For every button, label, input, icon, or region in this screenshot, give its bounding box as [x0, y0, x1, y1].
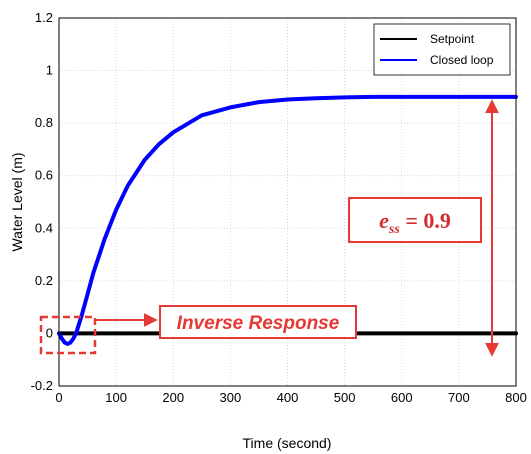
y-tick-label: 0.8: [35, 115, 53, 130]
x-tick-label: 500: [334, 390, 356, 405]
y-tick-label: 1.2: [35, 10, 53, 25]
legend: Setpoint Closed loop: [373, 23, 511, 76]
x-tick-label: 400: [277, 390, 299, 405]
legend-box: [373, 23, 511, 76]
y-tick-label: 0: [46, 325, 53, 340]
x-tick-label: 600: [391, 390, 413, 405]
x-tick-label: 0: [55, 390, 62, 405]
x-axis-label: Time (second): [243, 435, 332, 451]
x-tick-label: 300: [220, 390, 242, 405]
series-line-closed-loop: [57, 94, 518, 346]
y-tick-label: -0.2: [31, 378, 53, 393]
ess-label-rest: = 0.9: [400, 208, 451, 233]
inverse-response-label-box: [159, 305, 357, 339]
y-tick-label: 0.2: [35, 273, 53, 288]
legend-label-closed-loop: Closed loop: [430, 53, 494, 67]
ess-label-sub: ss: [388, 222, 400, 237]
plot-border: [58, 17, 517, 387]
y-tick-label: 1: [46, 63, 53, 78]
ess-label-main: e: [379, 208, 389, 233]
y-tick-label: 0.4: [35, 220, 53, 235]
y-tick-label: 0.6: [35, 168, 53, 183]
x-tick-label: 200: [162, 390, 184, 405]
ess-label-box: [348, 197, 482, 243]
y-axis-label: Water Level (m): [9, 152, 25, 251]
axis-ticks: 0 100 200 300 400 500 600 700 800-0.200.20.40.60…: [31, 10, 527, 405]
inverse-response-label: Inverse Response: [177, 313, 340, 334]
x-tick-label: 800: [505, 390, 527, 405]
x-tick-label: 700: [448, 390, 470, 405]
inverse-response-highlight-box: [39, 315, 97, 355]
x-tick-label: 100: [105, 390, 127, 405]
ess-label: ess = 0.9: [379, 208, 451, 237]
legend-label-setpoint: Setpoint: [430, 32, 475, 46]
